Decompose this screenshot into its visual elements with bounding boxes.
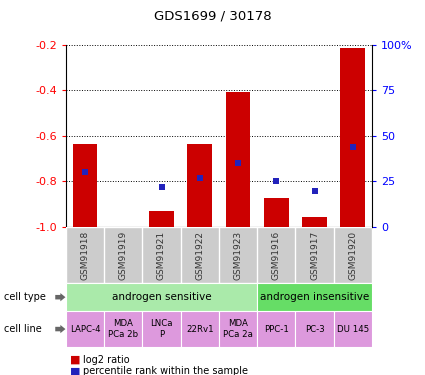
- Text: 22Rv1: 22Rv1: [186, 324, 213, 334]
- Text: MDA
PCa 2a: MDA PCa 2a: [223, 320, 253, 339]
- Text: PC-3: PC-3: [305, 324, 324, 334]
- Bar: [66, 283, 257, 311]
- Text: cell line: cell line: [4, 324, 42, 334]
- Text: GSM91919: GSM91919: [119, 230, 128, 280]
- Text: GSM91920: GSM91920: [348, 230, 357, 280]
- Text: GSM91923: GSM91923: [233, 230, 243, 280]
- Text: MDA
PCa 2b: MDA PCa 2b: [108, 320, 138, 339]
- Bar: [104, 311, 142, 347]
- Text: ■: ■: [70, 366, 81, 375]
- Bar: [334, 311, 372, 347]
- Bar: [302, 217, 327, 227]
- Bar: [149, 211, 174, 227]
- Bar: [226, 92, 250, 227]
- Bar: [66, 311, 104, 347]
- Bar: [257, 311, 295, 347]
- Text: androgen sensitive: androgen sensitive: [112, 292, 211, 302]
- Text: DU 145: DU 145: [337, 324, 369, 334]
- Text: GSM91916: GSM91916: [272, 230, 281, 280]
- Text: PPC-1: PPC-1: [264, 324, 289, 334]
- Text: cell type: cell type: [4, 292, 46, 302]
- Text: GSM91918: GSM91918: [80, 230, 90, 280]
- Text: percentile rank within the sample: percentile rank within the sample: [83, 366, 248, 375]
- Text: GDS1699 / 30178: GDS1699 / 30178: [154, 9, 271, 22]
- Bar: [187, 144, 212, 227]
- Text: log2 ratio: log2 ratio: [83, 355, 130, 365]
- Bar: [181, 311, 219, 347]
- Bar: [340, 48, 365, 227]
- Bar: [142, 311, 181, 347]
- Text: ■: ■: [70, 355, 81, 365]
- Bar: [73, 144, 97, 227]
- Bar: [295, 311, 334, 347]
- Text: LNCa
P: LNCa P: [150, 320, 173, 339]
- Text: androgen insensitive: androgen insensitive: [260, 292, 369, 302]
- Bar: [219, 311, 257, 347]
- Text: GSM91921: GSM91921: [157, 230, 166, 280]
- Bar: [264, 198, 289, 227]
- Text: GSM91922: GSM91922: [195, 231, 204, 279]
- Text: GSM91917: GSM91917: [310, 230, 319, 280]
- Text: LAPC-4: LAPC-4: [70, 324, 100, 334]
- Bar: [257, 283, 372, 311]
